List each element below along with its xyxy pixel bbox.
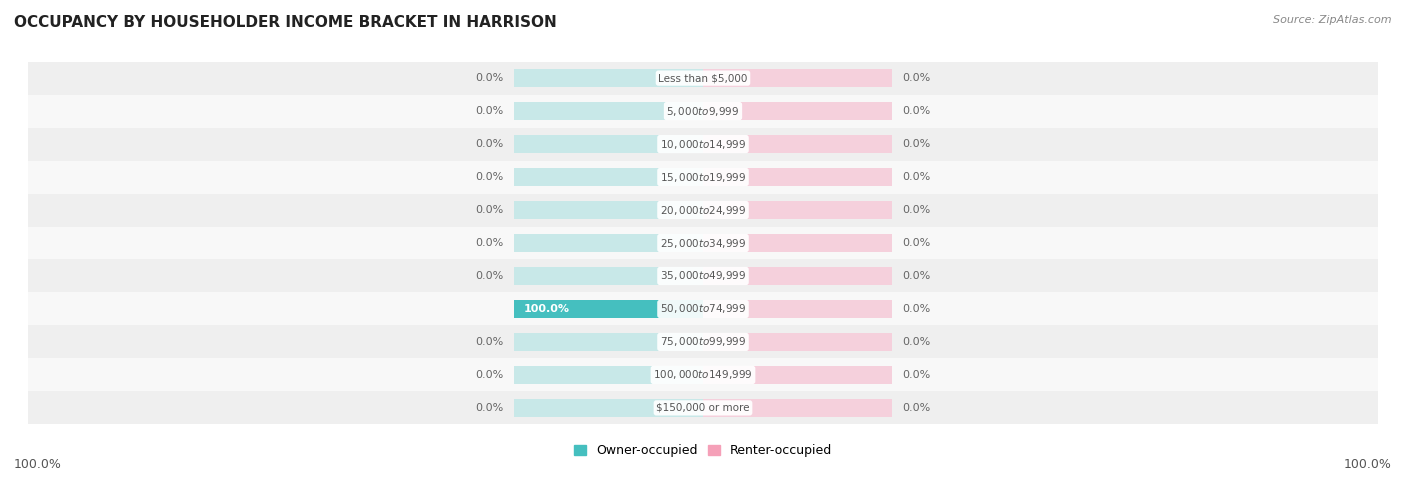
Bar (515, 333, 703, 351)
Bar (703, 168, 891, 186)
Text: 0.0%: 0.0% (475, 172, 503, 182)
Text: 0.0%: 0.0% (475, 106, 503, 116)
Text: 0.0%: 0.0% (475, 403, 503, 413)
Text: 0.0%: 0.0% (475, 238, 503, 248)
Bar (515, 201, 703, 219)
Text: Source: ZipAtlas.com: Source: ZipAtlas.com (1274, 15, 1392, 25)
Text: 0.0%: 0.0% (475, 337, 503, 347)
Bar (28, 127, 1378, 160)
Text: $15,000 to $19,999: $15,000 to $19,999 (659, 171, 747, 184)
Bar (515, 366, 703, 384)
Bar (28, 359, 1378, 391)
Bar (515, 300, 703, 318)
Text: $150,000 or more: $150,000 or more (657, 403, 749, 413)
Bar (703, 399, 891, 417)
Text: 0.0%: 0.0% (903, 337, 931, 347)
Bar (515, 399, 703, 417)
Bar (28, 293, 1378, 326)
Bar (28, 62, 1378, 95)
Text: $20,000 to $24,999: $20,000 to $24,999 (659, 204, 747, 217)
Text: 0.0%: 0.0% (903, 139, 931, 149)
Text: 100.0%: 100.0% (524, 304, 571, 314)
Text: $5,000 to $9,999: $5,000 to $9,999 (666, 104, 740, 118)
Text: 100.0%: 100.0% (14, 458, 62, 471)
Bar (28, 260, 1378, 293)
Bar (515, 69, 703, 87)
Text: OCCUPANCY BY HOUSEHOLDER INCOME BRACKET IN HARRISON: OCCUPANCY BY HOUSEHOLDER INCOME BRACKET … (14, 15, 557, 30)
Legend: Owner-occupied, Renter-occupied: Owner-occupied, Renter-occupied (568, 439, 838, 462)
Text: 0.0%: 0.0% (475, 370, 503, 380)
Bar (28, 193, 1378, 226)
Text: $75,000 to $99,999: $75,000 to $99,999 (659, 335, 747, 348)
Bar (28, 326, 1378, 359)
Bar (515, 300, 703, 318)
Text: 0.0%: 0.0% (903, 271, 931, 281)
Bar (515, 267, 703, 285)
Text: 0.0%: 0.0% (903, 73, 931, 83)
Bar (703, 267, 891, 285)
Text: Less than $5,000: Less than $5,000 (658, 73, 748, 83)
Text: 0.0%: 0.0% (903, 238, 931, 248)
Bar (703, 333, 891, 351)
Text: $25,000 to $34,999: $25,000 to $34,999 (659, 237, 747, 249)
Bar (703, 234, 891, 252)
Bar (703, 102, 891, 120)
Text: 0.0%: 0.0% (903, 205, 931, 215)
Bar (703, 300, 891, 318)
Text: 0.0%: 0.0% (903, 403, 931, 413)
Bar (703, 135, 891, 153)
Bar (28, 160, 1378, 193)
Text: $35,000 to $49,999: $35,000 to $49,999 (659, 269, 747, 282)
Bar (515, 234, 703, 252)
Text: $10,000 to $14,999: $10,000 to $14,999 (659, 138, 747, 151)
Bar (703, 201, 891, 219)
Bar (703, 366, 891, 384)
Bar (28, 226, 1378, 260)
Bar (28, 391, 1378, 424)
Text: 100.0%: 100.0% (1344, 458, 1392, 471)
Text: 0.0%: 0.0% (475, 139, 503, 149)
Text: 0.0%: 0.0% (903, 304, 931, 314)
Text: 0.0%: 0.0% (903, 106, 931, 116)
Bar (28, 95, 1378, 127)
Bar (515, 168, 703, 186)
Text: 0.0%: 0.0% (475, 205, 503, 215)
Bar (515, 102, 703, 120)
Text: $50,000 to $74,999: $50,000 to $74,999 (659, 302, 747, 315)
Text: 0.0%: 0.0% (475, 271, 503, 281)
Text: $100,000 to $149,999: $100,000 to $149,999 (654, 368, 752, 382)
Bar (703, 69, 891, 87)
Bar (515, 135, 703, 153)
Text: 0.0%: 0.0% (903, 172, 931, 182)
Text: 0.0%: 0.0% (475, 73, 503, 83)
Text: 0.0%: 0.0% (903, 370, 931, 380)
